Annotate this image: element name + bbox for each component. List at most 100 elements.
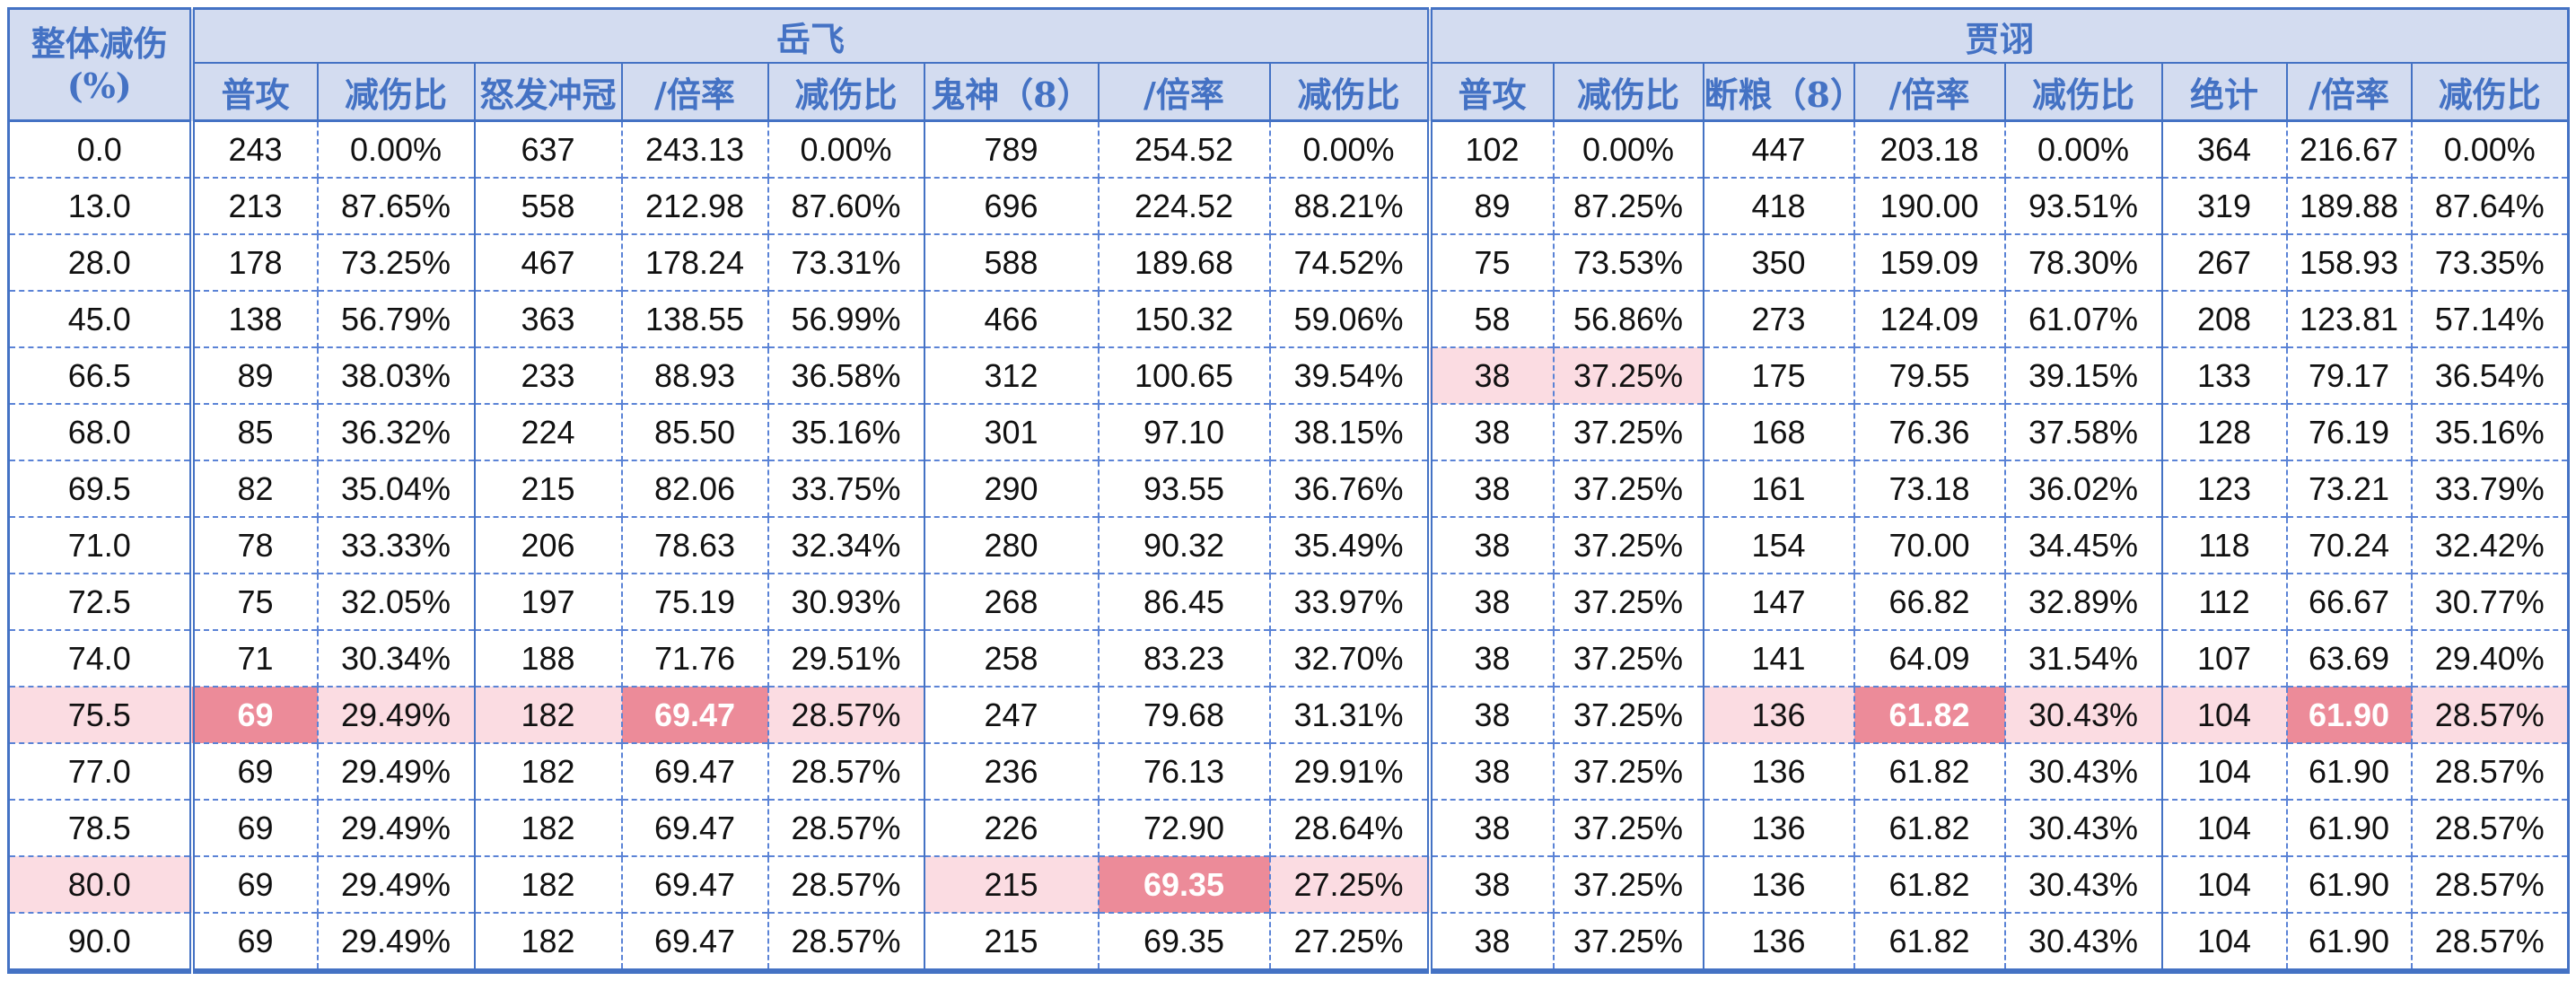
data-cell[interactable]: 87.60% (767, 177, 924, 234)
row-label-cell[interactable]: 69.5 (8, 460, 192, 517)
data-cell[interactable]: 696 (923, 177, 1099, 234)
data-cell[interactable]: 104 (2160, 855, 2287, 913)
data-cell[interactable]: 258 (923, 629, 1099, 687)
data-cell[interactable]: 38 (1426, 742, 1554, 800)
row-label-cell[interactable]: 80.0 (8, 855, 192, 913)
data-cell[interactable]: 30.43% (2003, 855, 2162, 913)
data-cell[interactable]: 69 (188, 799, 318, 856)
data-cell[interactable]: 88.93 (620, 346, 768, 404)
group-header-jiaxu[interactable]: 贾诩 (1426, 8, 2569, 63)
data-cell[interactable]: 69 (188, 855, 318, 913)
data-cell[interactable]: 28.57% (767, 742, 924, 800)
data-cell[interactable]: 0.00% (767, 120, 924, 178)
row-label-cell[interactable]: 77.0 (8, 742, 192, 800)
data-cell[interactable]: 37.58% (2003, 403, 2162, 460)
data-cell[interactable]: 73.31% (767, 233, 924, 291)
data-cell[interactable]: 79.68 (1097, 686, 1270, 743)
data-cell[interactable]: 73.18 (1853, 460, 2005, 517)
data-cell[interactable]: 123.81 (2285, 290, 2412, 347)
row-label-cell[interactable]: 0.0 (8, 120, 192, 178)
data-cell[interactable]: 138.55 (620, 290, 768, 347)
row-label-cell[interactable]: 28.0 (8, 233, 192, 291)
column-header-1-4[interactable]: 减伤比 (2003, 62, 2162, 122)
data-cell[interactable]: 69.47 (620, 686, 768, 743)
data-cell[interactable]: 38 (1426, 573, 1554, 630)
column-header-0-3[interactable]: /倍率 (620, 62, 768, 122)
column-header-0-2[interactable]: 怒发冲冠 (473, 62, 622, 122)
data-cell[interactable]: 558 (473, 177, 622, 234)
row-label-cell[interactable]: 90.0 (8, 912, 192, 971)
data-cell[interactable]: 37.25% (1552, 516, 1704, 574)
data-cell[interactable]: 182 (473, 686, 622, 743)
data-cell[interactable]: 224 (473, 403, 622, 460)
data-cell[interactable]: 29.49% (316, 912, 475, 971)
data-cell[interactable]: 236 (923, 742, 1099, 800)
data-cell[interactable]: 212.98 (620, 177, 768, 234)
data-cell[interactable]: 69 (188, 912, 318, 971)
data-cell[interactable]: 76.13 (1097, 742, 1270, 800)
column-header-1-7[interactable]: 减伤比 (2410, 62, 2569, 122)
data-cell[interactable]: 112 (2160, 573, 2287, 630)
data-cell[interactable]: 350 (1702, 233, 1854, 291)
data-cell[interactable]: 71 (188, 629, 318, 687)
column-header-1-1[interactable]: 减伤比 (1552, 62, 1704, 122)
data-cell[interactable]: 69.35 (1097, 912, 1270, 971)
data-cell[interactable]: 38 (1426, 686, 1554, 743)
data-cell[interactable]: 69 (188, 686, 318, 743)
data-cell[interactable]: 73.35% (2410, 233, 2569, 291)
data-cell[interactable]: 69.47 (620, 912, 768, 971)
data-cell[interactable]: 175 (1702, 346, 1854, 404)
data-cell[interactable]: 319 (2160, 177, 2287, 234)
data-cell[interactable]: 36.54% (2410, 346, 2569, 404)
corner-header[interactable]: 整体减伤 (%) (8, 8, 192, 122)
data-cell[interactable]: 104 (2160, 686, 2287, 743)
data-cell[interactable]: 107 (2160, 629, 2287, 687)
data-cell[interactable]: 93.51% (2003, 177, 2162, 234)
data-cell[interactable]: 467 (473, 233, 622, 291)
data-cell[interactable]: 35.04% (316, 460, 475, 517)
data-cell[interactable]: 56.79% (316, 290, 475, 347)
data-cell[interactable]: 0.00% (1552, 120, 1704, 178)
data-cell[interactable]: 123 (2160, 460, 2287, 517)
data-cell[interactable]: 136 (1702, 742, 1854, 800)
data-cell[interactable]: 39.54% (1268, 346, 1430, 404)
data-cell[interactable]: 133 (2160, 346, 2287, 404)
data-cell[interactable]: 37.25% (1552, 460, 1704, 517)
data-cell[interactable]: 73.53% (1552, 233, 1704, 291)
data-cell[interactable]: 182 (473, 742, 622, 800)
data-cell[interactable]: 66.67 (2285, 573, 2412, 630)
data-cell[interactable]: 31.54% (2003, 629, 2162, 687)
data-cell[interactable]: 28.57% (767, 799, 924, 856)
data-cell[interactable]: 82.06 (620, 460, 768, 517)
data-cell[interactable]: 141 (1702, 629, 1854, 687)
data-cell[interactable]: 37.25% (1552, 912, 1704, 971)
data-cell[interactable]: 72.90 (1097, 799, 1270, 856)
data-cell[interactable]: 104 (2160, 799, 2287, 856)
data-cell[interactable]: 789 (923, 120, 1099, 178)
column-header-0-0[interactable]: 普攻 (188, 62, 318, 122)
data-cell[interactable]: 182 (473, 799, 622, 856)
data-cell[interactable]: 215 (923, 855, 1099, 913)
data-cell[interactable]: 59.06% (1268, 290, 1430, 347)
data-cell[interactable]: 190.00 (1853, 177, 2005, 234)
data-cell[interactable]: 69.47 (620, 742, 768, 800)
data-cell[interactable]: 38.03% (316, 346, 475, 404)
data-cell[interactable]: 136 (1702, 799, 1854, 856)
data-cell[interactable]: 39.15% (2003, 346, 2162, 404)
data-cell[interactable]: 30.43% (2003, 686, 2162, 743)
data-cell[interactable]: 254.52 (1097, 120, 1270, 178)
data-cell[interactable]: 588 (923, 233, 1099, 291)
data-cell[interactable]: 79.17 (2285, 346, 2412, 404)
data-cell[interactable]: 61.82 (1853, 912, 2005, 971)
data-cell[interactable]: 89 (1426, 177, 1554, 234)
data-cell[interactable]: 38 (1426, 346, 1554, 404)
data-cell[interactable]: 83.23 (1097, 629, 1270, 687)
data-cell[interactable]: 27.25% (1268, 855, 1430, 913)
data-cell[interactable]: 138 (188, 290, 318, 347)
data-cell[interactable]: 29.49% (316, 686, 475, 743)
data-cell[interactable]: 66.82 (1853, 573, 2005, 630)
data-cell[interactable]: 30.77% (2410, 573, 2569, 630)
data-cell[interactable]: 267 (2160, 233, 2287, 291)
data-cell[interactable]: 28.57% (767, 855, 924, 913)
data-cell[interactable]: 29.49% (316, 855, 475, 913)
